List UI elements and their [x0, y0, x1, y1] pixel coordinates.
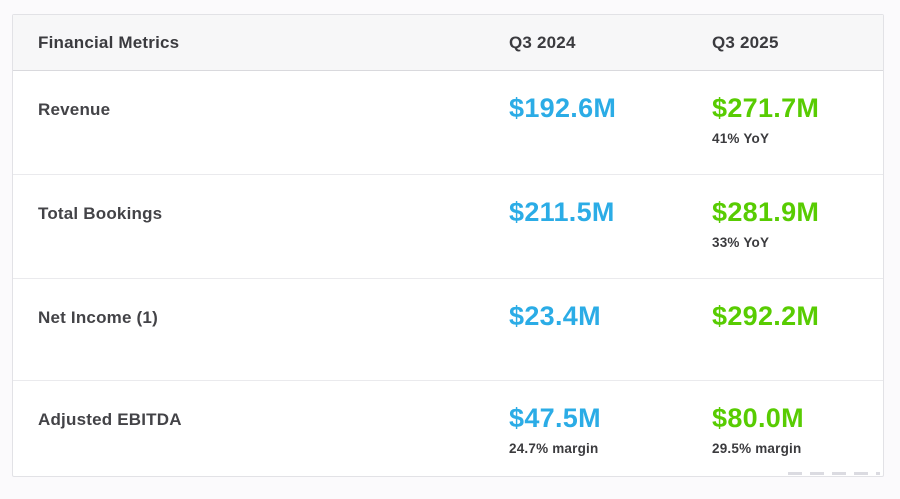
- net-income-q3-2024-cell: $23.4M: [509, 279, 712, 331]
- column-header-q3-2025: Q3 2025: [712, 32, 779, 52]
- table-row-net-income: Net Income (1) $23.4M $292.2M: [13, 279, 883, 381]
- net-income-q3-2025-value: $292.2M: [712, 301, 820, 331]
- ebitda-q3-2025-margin-note: 29.5% margin: [712, 441, 802, 457]
- table-header-row: Financial Metrics Q3 2024 Q3 2025: [13, 15, 883, 71]
- revenue-q3-2024-cell: $192.6M: [509, 71, 712, 123]
- revenue-q3-2025-cell: $271.7M 41% YoY: [712, 71, 883, 147]
- bookings-q3-2024-value: $211.5M: [509, 197, 615, 227]
- table-title: Financial Metrics: [38, 32, 180, 52]
- ebitda-q3-2025-cell: $80.0M 29.5% margin: [712, 381, 883, 457]
- bookings-yoy-note: 33% YoY: [712, 235, 770, 251]
- revenue-q3-2024-value: $192.6M: [509, 93, 617, 123]
- metric-label-revenue: Revenue: [38, 100, 111, 119]
- ebitda-q3-2024-cell: $47.5M 24.7% margin: [509, 381, 712, 457]
- ebitda-q3-2024-value: $47.5M: [509, 403, 601, 433]
- column-header-q3-2024: Q3 2024: [509, 32, 576, 52]
- metric-label-total-bookings: Total Bookings: [38, 204, 163, 223]
- revenue-q3-2025-value: $271.7M: [712, 93, 820, 123]
- ebitda-q3-2024-margin-note: 24.7% margin: [509, 441, 599, 457]
- watermark: [788, 472, 880, 475]
- bookings-q3-2025-cell: $281.9M 33% YoY: [712, 175, 883, 251]
- bookings-q3-2025-value: $281.9M: [712, 197, 820, 227]
- table-row-total-bookings: Total Bookings $211.5M $281.9M 33% YoY: [13, 175, 883, 279]
- net-income-q3-2024-value: $23.4M: [509, 301, 601, 331]
- metric-label-net-income: Net Income (1): [38, 308, 158, 327]
- revenue-yoy-note: 41% YoY: [712, 131, 770, 147]
- net-income-q3-2025-cell: $292.2M: [712, 279, 883, 331]
- bookings-q3-2024-cell: $211.5M: [509, 175, 712, 227]
- table-row-revenue: Revenue $192.6M $271.7M 41% YoY: [13, 71, 883, 175]
- metric-label-adjusted-ebitda: Adjusted EBITDA: [38, 410, 182, 429]
- ebitda-q3-2025-value: $80.0M: [712, 403, 804, 433]
- table-row-adjusted-ebitda: Adjusted EBITDA $47.5M 24.7% margin $80.…: [13, 381, 883, 475]
- financial-metrics-table: Financial Metrics Q3 2024 Q3 2025 Revenu…: [12, 14, 884, 477]
